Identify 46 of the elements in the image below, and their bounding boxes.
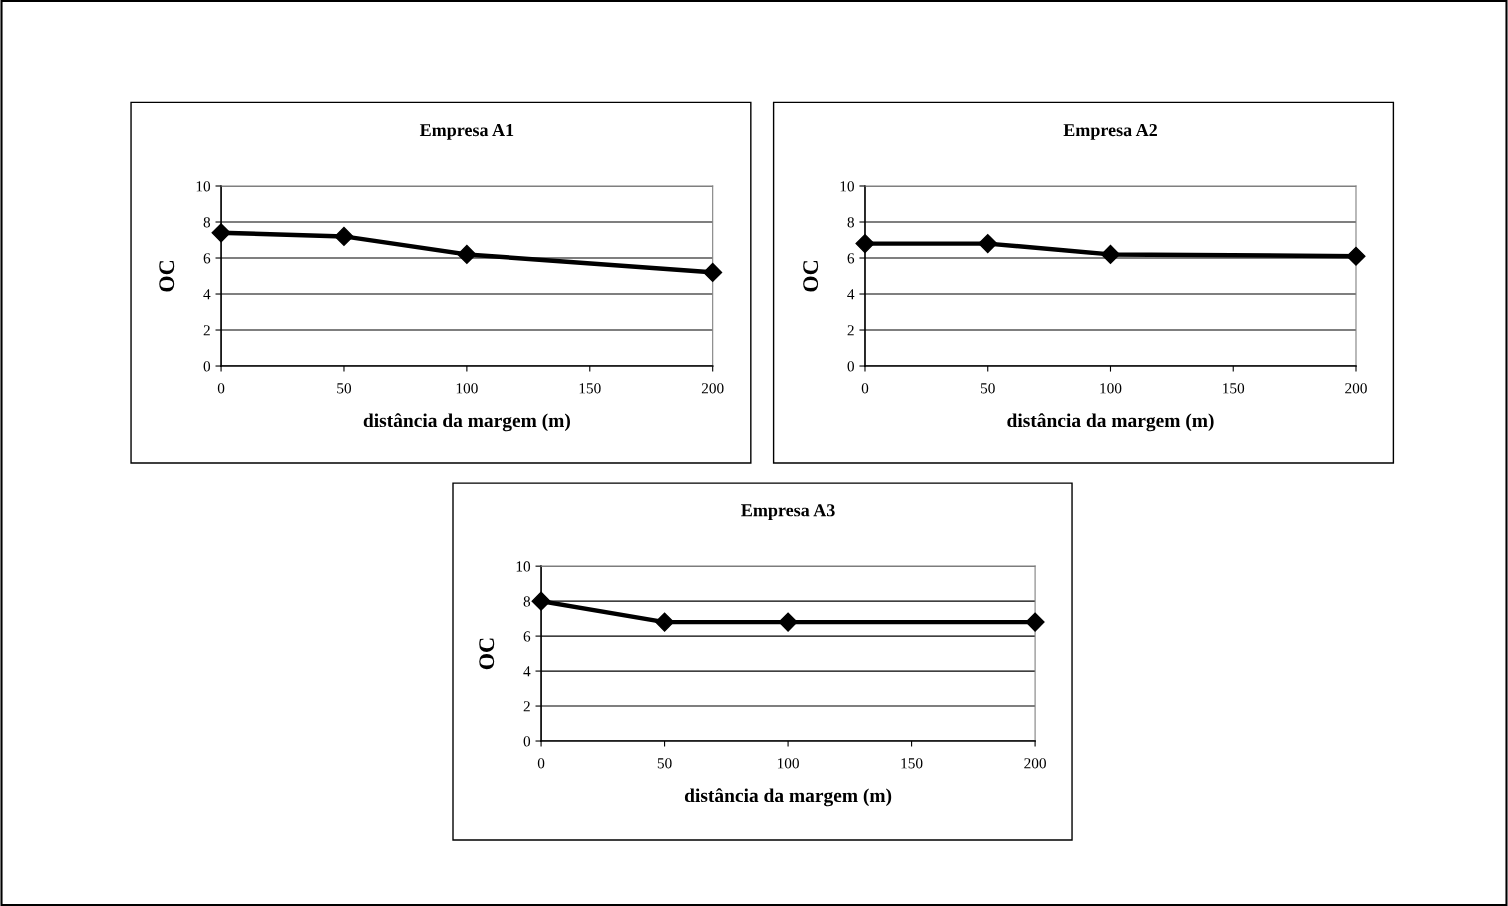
y-tick-label: 0 — [523, 736, 531, 747]
x-axis-title: distância da margem (m) — [1007, 413, 1214, 432]
x-tick-label: 50 — [980, 383, 995, 394]
y-tick-label: 4 — [847, 289, 855, 300]
x-tick-label: 200 — [1024, 758, 1046, 769]
y-tick-label: 4 — [523, 666, 531, 677]
x-tick-label: 50 — [337, 383, 352, 394]
point — [211, 223, 231, 243]
y-tick-label: 2 — [847, 325, 854, 336]
point — [334, 226, 354, 246]
y-tick-label: 10 — [840, 181, 854, 192]
x-tick-label: 0 — [861, 383, 869, 394]
x-tick-label: 200 — [1345, 383, 1367, 394]
x-tick-label: 100 — [777, 758, 799, 769]
y-tick-label: 2 — [523, 701, 530, 712]
y-axis-title: OC — [479, 638, 495, 670]
y-tick-label: 4 — [203, 289, 211, 300]
x-tick-label: 150 — [901, 758, 923, 769]
x-axis-title: distância da margem (m) — [363, 413, 570, 432]
x-axis-title: distância da margem (m) — [684, 788, 892, 807]
y-tick-label: 2 — [203, 325, 210, 336]
x-tick-label: 0 — [217, 383, 225, 394]
y-tick-label: 10 — [196, 181, 211, 192]
y-axis-title: OC — [159, 261, 175, 292]
y-tick-label: 8 — [203, 217, 211, 228]
point — [457, 244, 477, 264]
chart-title: Empresa A2 — [1063, 124, 1157, 140]
chart-title: Empresa A3 — [741, 504, 835, 520]
y-tick-label: 8 — [847, 217, 854, 228]
y-tick-label: 6 — [203, 253, 211, 264]
y-tick-label: 10 — [516, 561, 531, 572]
y-tick-label: 8 — [523, 596, 531, 607]
y-tick-label: 0 — [203, 361, 211, 372]
x-tick-label: 150 — [579, 383, 601, 394]
y-tick-label: 6 — [523, 631, 531, 642]
x-tick-label: 0 — [537, 758, 545, 769]
y-tick-label: 0 — [847, 361, 854, 372]
y-tick-label: 6 — [847, 253, 855, 264]
point — [703, 262, 723, 282]
x-tick-label: 50 — [657, 758, 672, 769]
x-tick-label: 150 — [1223, 383, 1245, 394]
x-tick-label: 200 — [701, 383, 724, 394]
x-tick-label: 100 — [456, 383, 478, 394]
x-tick-label: 100 — [1100, 383, 1122, 394]
chart-title: Empresa A1 — [419, 124, 514, 140]
y-axis-title: OC — [803, 261, 819, 292]
